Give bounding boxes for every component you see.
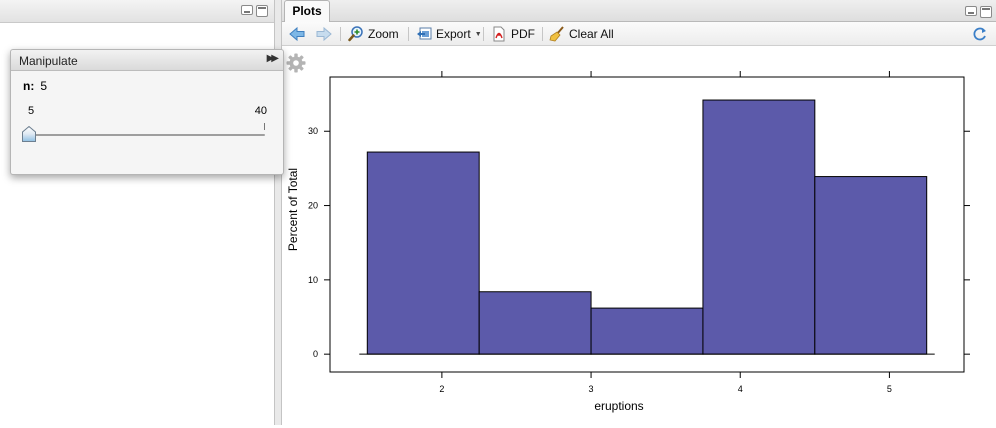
- histogram-bar: [814, 176, 928, 355]
- histogram-chart: 2 3 4 5 0 10 20 30 eruptions Percent of Total: [286, 71, 970, 413]
- export-icon: [417, 27, 432, 40]
- plot-canvas: 2 3 4 5 0 10 20 30 eruptions Percent of Total: [282, 48, 996, 425]
- manipulate-title: Manipulate: [19, 54, 78, 68]
- histogram-bar: [702, 99, 816, 355]
- y-tick-label: 20: [308, 201, 318, 211]
- y-axis-label: Percent of Total: [286, 168, 300, 251]
- histogram-bar: [590, 307, 704, 355]
- histogram-bar: [366, 151, 480, 355]
- export-button[interactable]: Export ▼: [416, 25, 482, 43]
- y-tick-label: 0: [313, 349, 318, 359]
- x-tick-label: 4: [738, 384, 743, 394]
- plots-tabbar: Plots: [282, 0, 996, 22]
- clear-all-button[interactable]: Clear All: [549, 25, 614, 43]
- arrow-left-icon: [289, 26, 305, 42]
- manipulate-title-bar: Manipulate ▶▶: [11, 50, 283, 71]
- broom-icon: [549, 26, 564, 42]
- histogram-bar: [478, 291, 592, 355]
- y-tick-label: 30: [308, 126, 318, 136]
- dropdown-arrow-icon: ▼: [474, 30, 482, 38]
- toolbar-separator: [340, 27, 341, 41]
- left-pane-header: [0, 0, 274, 23]
- slider-max-tick: [264, 123, 265, 130]
- export-label: Export: [436, 27, 471, 41]
- maximize-icon[interactable]: [256, 5, 268, 17]
- clear-all-label: Clear All: [569, 27, 614, 41]
- pdf-label: PDF: [511, 27, 535, 41]
- param-row: n: 5: [23, 79, 47, 93]
- x-axis-label: eruptions: [594, 399, 643, 413]
- pdf-icon: [493, 26, 505, 42]
- zoom-button[interactable]: Zoom: [348, 25, 399, 43]
- zoom-icon: [348, 26, 363, 42]
- collapse-arrows-icon[interactable]: ▶▶: [266, 53, 280, 64]
- slider-max-label: 40: [254, 105, 267, 117]
- x-tick-label: 2: [439, 384, 444, 394]
- toolbar-separator: [542, 27, 543, 41]
- gear-icon[interactable]: [285, 52, 307, 74]
- back-button[interactable]: [289, 25, 305, 43]
- zoom-label: Zoom: [368, 27, 399, 41]
- plot-frame: [329, 76, 965, 373]
- x-tick-label: 5: [887, 384, 892, 394]
- minimize-icon[interactable]: [241, 5, 253, 15]
- pane-splitter[interactable]: [274, 0, 282, 425]
- forward-button[interactable]: [316, 25, 332, 43]
- n-slider-track[interactable]: [27, 134, 265, 136]
- param-label: n:: [23, 79, 35, 93]
- x-tick-label: 3: [589, 384, 594, 394]
- n-slider-thumb[interactable]: [22, 126, 36, 142]
- toolbar-separator: [408, 27, 409, 41]
- param-value: 5: [40, 79, 48, 93]
- y-tick-label: 10: [308, 275, 318, 285]
- minimize-icon[interactable]: [965, 6, 977, 16]
- arrow-right-icon: [316, 26, 332, 42]
- tab-plots[interactable]: Plots: [284, 0, 330, 22]
- toolbar-separator: [483, 27, 484, 41]
- slider-min-label: 5: [28, 105, 35, 117]
- manipulate-panel: Manipulate ▶▶ n: 5 5 40: [10, 49, 284, 175]
- plots-toolbar: Zoom Export ▼ PDF Clear Al: [282, 22, 996, 46]
- pdf-button[interactable]: PDF: [491, 25, 535, 43]
- refresh-icon: [973, 27, 986, 41]
- maximize-icon[interactable]: [980, 6, 992, 18]
- refresh-button[interactable]: [972, 25, 988, 43]
